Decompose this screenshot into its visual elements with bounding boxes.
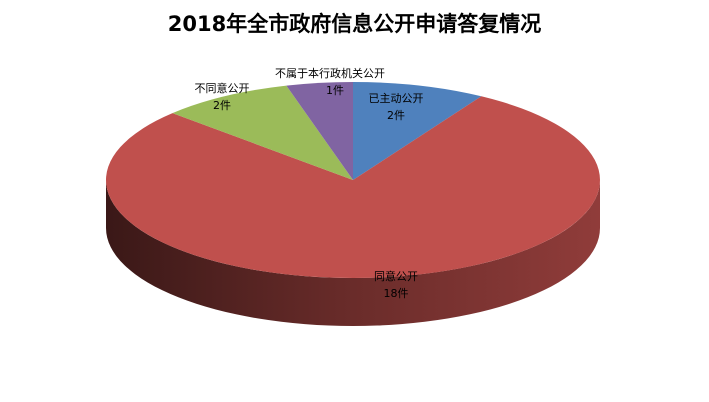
data-label-slice-3: 不属于本行政机关公开 1件 bbox=[275, 67, 385, 97]
chart-title: 2018年全市政府信息公开申请答复情况 bbox=[167, 12, 542, 36]
pie-slice-1 bbox=[106, 96, 601, 278]
pie-slice-2 bbox=[172, 85, 353, 180]
data-label-slice-0: 已主动公开 2件 bbox=[368, 92, 424, 122]
data-label-slice-1: 同意公开 18件 bbox=[374, 270, 418, 300]
pie-side-1 bbox=[106, 180, 600, 326]
pie-slice-0 bbox=[353, 82, 482, 180]
data-label-slice-2: 不同意公开 2件 bbox=[194, 82, 250, 112]
pie-slice-3 bbox=[286, 82, 353, 180]
